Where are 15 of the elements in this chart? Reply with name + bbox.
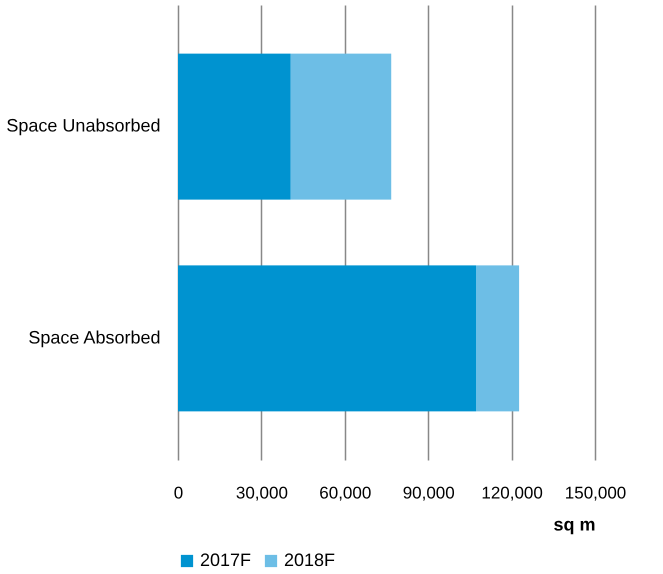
y-tick-label: Space Unabsorbed [6,116,160,136]
bar [178,265,476,412]
y-tick-label: Space Absorbed [28,327,160,348]
bar [178,54,291,200]
bar [290,54,392,200]
x-tick-label: 150,000 [564,484,626,502]
legend-label: 2017F [200,550,252,570]
bar [476,265,520,412]
x-tick-label: 90,000 [402,484,455,502]
x-tick-label: 120,000 [481,484,543,502]
x-axis-title: sq m [553,514,596,534]
x-tick-label: 30,000 [236,484,288,502]
legend-label: 2018F [284,550,336,570]
x-tick-label: 0 [174,484,184,502]
x-tick-label: 60,000 [319,484,372,502]
